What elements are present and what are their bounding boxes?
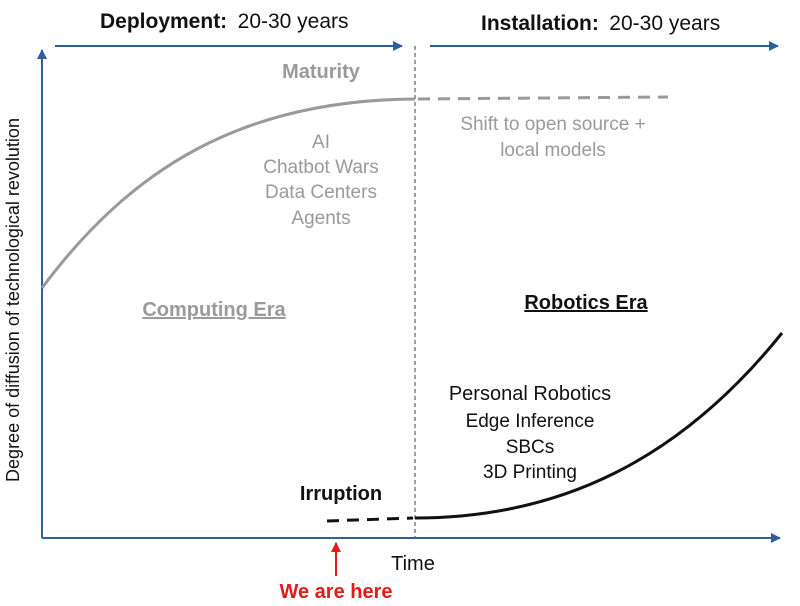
right-item: 3D Printing bbox=[483, 462, 577, 483]
irruption-dashed bbox=[326, 516, 414, 523]
shift-text-line: Shift to open source + bbox=[460, 114, 645, 135]
computing-era-label: Computing Era bbox=[142, 299, 286, 321]
robotics-era-label: Robotics Era bbox=[524, 292, 648, 314]
maturity-label: Maturity bbox=[282, 61, 361, 83]
left-item: Agents bbox=[291, 208, 350, 229]
right-item: Edge Inference bbox=[466, 411, 595, 432]
installation-header: Installation: 20-30 years bbox=[481, 12, 720, 35]
shift-text-line: local models bbox=[500, 140, 606, 161]
right-item: Personal Robotics bbox=[449, 383, 611, 405]
right-item: SBCs bbox=[506, 437, 555, 458]
irruption-label: Irruption bbox=[300, 483, 382, 505]
left-item: Data Centers bbox=[265, 182, 377, 203]
installation-span: 20-30 years bbox=[609, 12, 720, 35]
left-item: Chatbot Wars bbox=[263, 157, 378, 178]
y-axis-label: Degree of diffusion of technological rev… bbox=[3, 118, 23, 482]
deployment-title: Deployment: bbox=[100, 10, 227, 33]
robotics-era-curve bbox=[414, 332, 784, 520]
left-item: AI bbox=[312, 132, 330, 153]
maturity-plateau-dashed bbox=[417, 95, 669, 101]
we-are-here-label: We are here bbox=[279, 581, 392, 603]
x-axis-label: Time bbox=[391, 553, 435, 575]
computing-era-curve bbox=[40, 97, 416, 289]
deployment-span: 20-30 years bbox=[238, 10, 349, 33]
deployment-header: Deployment: 20-30 years bbox=[100, 10, 349, 33]
installation-title: Installation: bbox=[481, 12, 599, 35]
